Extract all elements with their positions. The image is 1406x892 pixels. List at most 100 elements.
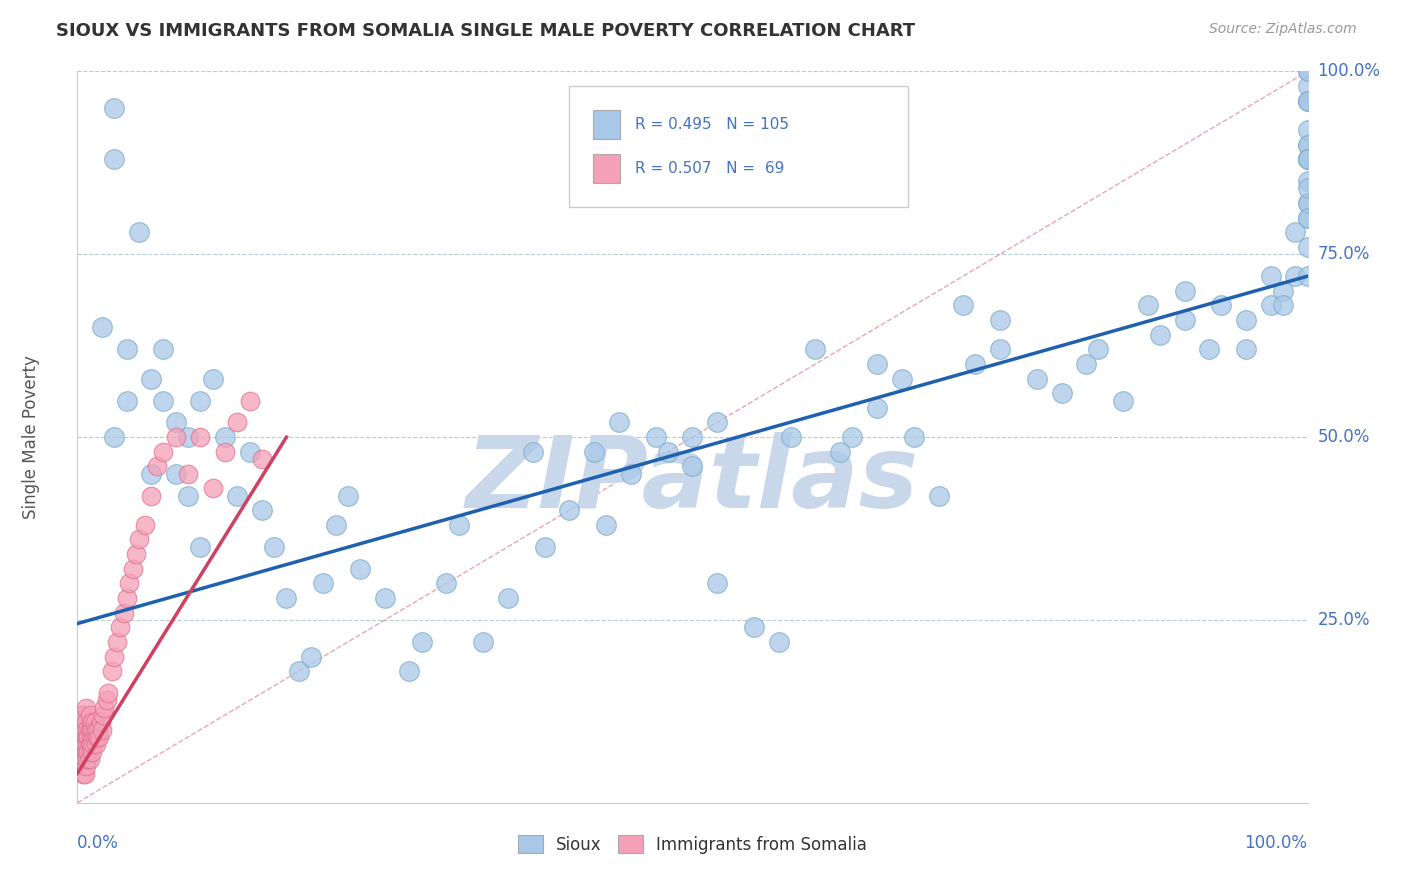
Point — [165, 467, 187, 481]
Point — [118, 576, 141, 591]
Point — [73, 766, 96, 780]
Point — [103, 101, 125, 115]
Point — [79, 708, 101, 723]
Point — [128, 225, 150, 239]
Point — [436, 576, 458, 591]
Point — [804, 343, 827, 357]
Point — [1296, 152, 1319, 166]
Point — [1272, 298, 1295, 312]
Point — [141, 467, 163, 481]
Point — [1284, 269, 1306, 284]
Point — [76, 737, 98, 751]
Point — [90, 320, 114, 334]
Point — [152, 393, 174, 408]
Text: Single Male Poverty: Single Male Poverty — [21, 355, 39, 519]
Point — [201, 481, 224, 495]
Point — [75, 715, 97, 730]
Point — [101, 664, 124, 678]
Point — [1296, 94, 1319, 108]
Point — [866, 401, 889, 415]
Point — [534, 540, 557, 554]
Point — [890, 371, 912, 385]
Point — [558, 503, 581, 517]
Point — [75, 745, 97, 759]
Point — [1296, 137, 1319, 152]
Point — [188, 393, 212, 408]
Point — [1296, 152, 1319, 166]
Point — [1026, 371, 1049, 385]
Point — [374, 591, 396, 605]
Point — [146, 459, 169, 474]
Legend: Sioux, Immigrants from Somalia: Sioux, Immigrants from Somalia — [510, 829, 875, 860]
Point — [1296, 64, 1319, 78]
Point — [988, 343, 1011, 357]
Point — [325, 517, 347, 532]
Point — [1296, 94, 1319, 108]
Point — [128, 533, 150, 547]
Point — [1296, 152, 1319, 166]
Point — [84, 737, 107, 751]
Point — [91, 708, 114, 723]
Point — [1296, 137, 1319, 152]
Point — [86, 730, 108, 744]
Point — [73, 752, 96, 766]
Point — [82, 745, 104, 759]
Point — [177, 489, 200, 503]
Point — [79, 752, 101, 766]
Point — [72, 766, 94, 780]
Point — [830, 444, 852, 458]
Point — [620, 467, 643, 481]
Point — [82, 723, 104, 737]
Point — [226, 489, 249, 503]
Point — [105, 635, 128, 649]
Point — [103, 152, 125, 166]
Point — [112, 606, 135, 620]
Point — [682, 459, 704, 474]
Text: 0.0%: 0.0% — [77, 833, 120, 852]
Point — [337, 489, 360, 503]
Point — [1296, 196, 1319, 211]
Point — [1076, 357, 1098, 371]
Point — [152, 343, 174, 357]
Text: 100.0%: 100.0% — [1317, 62, 1381, 80]
Point — [226, 416, 249, 430]
Text: ZIPatlas: ZIPatlas — [465, 433, 920, 530]
Point — [239, 444, 262, 458]
Point — [1174, 313, 1197, 327]
Point — [841, 430, 863, 444]
FancyBboxPatch shape — [569, 86, 908, 207]
Point — [75, 700, 97, 714]
Point — [1296, 174, 1319, 188]
Point — [201, 371, 224, 385]
Point — [657, 444, 679, 458]
Point — [1149, 327, 1171, 342]
Text: R = 0.495   N = 105: R = 0.495 N = 105 — [634, 117, 789, 132]
Point — [76, 752, 98, 766]
Point — [80, 737, 103, 751]
Point — [288, 664, 311, 678]
Point — [706, 576, 728, 591]
Point — [1087, 343, 1109, 357]
Point — [250, 503, 273, 517]
Point — [90, 723, 114, 737]
Point — [276, 591, 298, 605]
Point — [152, 444, 174, 458]
Point — [965, 357, 987, 371]
FancyBboxPatch shape — [593, 110, 620, 139]
Point — [1260, 269, 1282, 284]
Point — [1296, 196, 1319, 211]
Point — [72, 737, 94, 751]
FancyBboxPatch shape — [593, 154, 620, 183]
Point — [583, 444, 606, 458]
Text: 25.0%: 25.0% — [1317, 611, 1369, 629]
Point — [780, 430, 803, 444]
Point — [84, 723, 107, 737]
Text: 75.0%: 75.0% — [1317, 245, 1369, 263]
Point — [188, 540, 212, 554]
Point — [90, 715, 112, 730]
Point — [1260, 298, 1282, 312]
Point — [80, 723, 103, 737]
Point — [1296, 181, 1319, 195]
Text: 100.0%: 100.0% — [1244, 833, 1308, 852]
Point — [69, 723, 91, 737]
